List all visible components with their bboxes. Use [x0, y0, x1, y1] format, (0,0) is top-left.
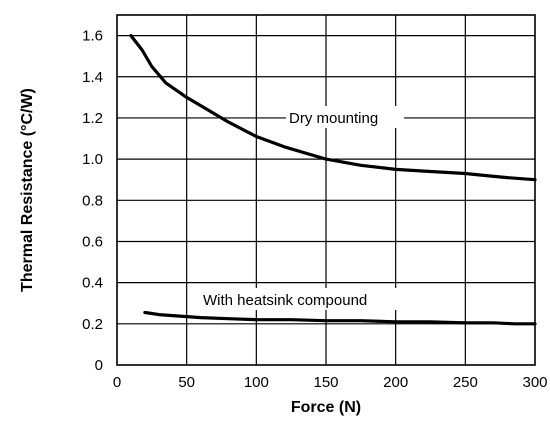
dry-mounting-label: Dry mounting — [289, 110, 378, 127]
grid-lines — [117, 15, 535, 365]
x-tick-label: 100 — [244, 374, 269, 391]
x-tick-label: 0 — [113, 374, 121, 391]
y-tick-label: 1.0 — [82, 151, 103, 168]
series-annotations: Dry mounting With heatsink compound — [200, 106, 410, 310]
heatsink-compound-label-bg — [200, 288, 410, 310]
x-tick-label: 250 — [453, 374, 478, 391]
plot-frame — [116, 14, 536, 366]
dry-mounting-curve — [129, 33, 537, 182]
x-tick-label: 150 — [313, 374, 338, 391]
x-tick-label: 50 — [178, 374, 195, 391]
y-tick-label: 1.4 — [82, 69, 103, 86]
data-series — [129, 33, 537, 326]
x-axis-title: Force (N) — [291, 399, 361, 416]
heatsink-compound-label: With heatsink compound — [203, 292, 367, 309]
x-tick-label: 300 — [522, 374, 547, 391]
y-tick-label: 0.4 — [82, 275, 103, 292]
y-tick-label: 0 — [95, 357, 103, 374]
heatsink-compound-curve — [143, 310, 537, 326]
y-tick-label: 0.8 — [82, 192, 103, 209]
y-axis-title: Thermal Resistance (°C/W) — [19, 88, 36, 292]
dry-mounting-label-bg — [286, 106, 404, 128]
y-tick-label: 1.6 — [82, 28, 103, 45]
x-tick-labels: 0 50 100 150 200 250 300 — [113, 374, 548, 391]
y-tick-label: 0.6 — [82, 233, 103, 250]
y-tick-label: 1.2 — [82, 110, 103, 127]
x-tick-label: 200 — [383, 374, 408, 391]
y-tick-label: 0.2 — [82, 316, 103, 333]
y-tick-labels: 0 0.2 0.4 0.6 0.8 1.0 1.2 1.4 1.6 — [82, 28, 103, 374]
